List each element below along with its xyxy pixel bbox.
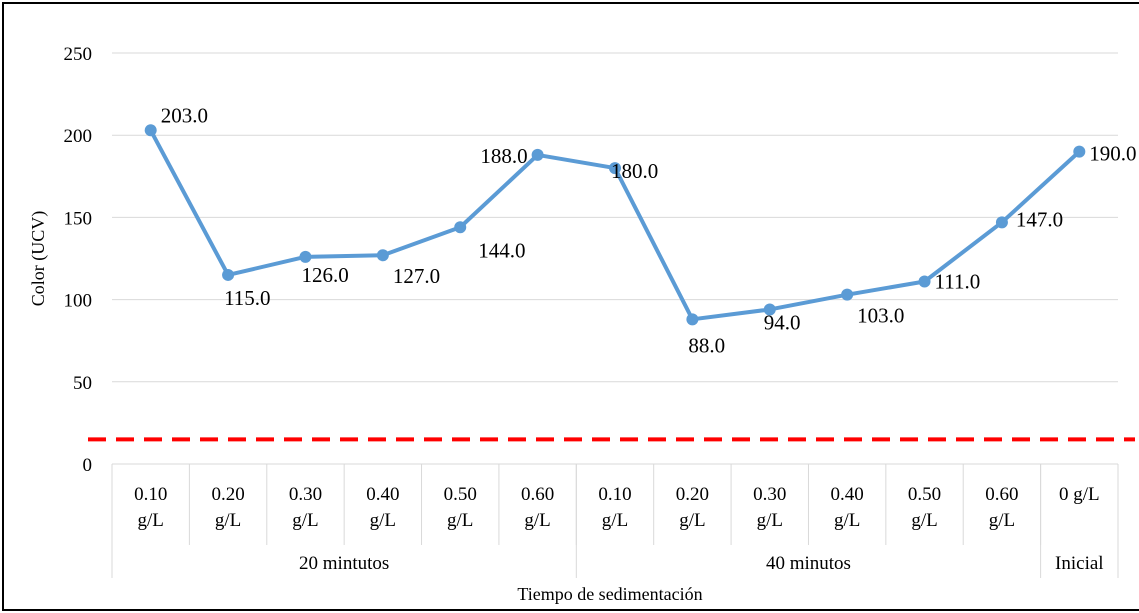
gridlines [112, 52, 1118, 383]
x-category-unit: g/L [989, 510, 1015, 531]
data-label: 88.0 [688, 333, 725, 357]
data-point [686, 313, 699, 326]
data-point [995, 216, 1008, 229]
x-category-unit: g/L [137, 510, 163, 531]
data-point [1073, 145, 1086, 158]
x-category-label: 0 g/L [1059, 484, 1100, 505]
data-label: 115.0 [224, 286, 270, 310]
data-point [299, 250, 312, 263]
x-category-unit: g/L [447, 510, 473, 531]
y-tick-label: 50 [73, 373, 92, 394]
x-category-unit: g/L [602, 510, 628, 531]
y-axis-title: Color (UCV) [28, 211, 49, 307]
data-point [609, 162, 621, 175]
y-tick-labels: 0 50 100 150 200 250 [64, 44, 93, 476]
data-point [144, 124, 157, 137]
x-category-label: 0.40 [366, 484, 399, 505]
x-category-label: 0.10 [134, 484, 167, 505]
x-category-label: 0.50 [908, 484, 941, 505]
x-group-label: 40 minutos [766, 553, 851, 574]
x-category-unit: g/L [911, 510, 937, 531]
x-category-label: 0.60 [985, 484, 1018, 505]
series-group [144, 124, 1086, 326]
data-label: 188.0 [480, 144, 527, 168]
x-category-unit: g/L [834, 510, 860, 531]
data-label: 111.0 [935, 270, 981, 294]
data-point [376, 249, 389, 262]
data-label: 127.0 [393, 264, 440, 288]
x-category-label: 0.30 [289, 484, 322, 505]
data-label: 103.0 [857, 304, 904, 328]
y-tick-label: 250 [64, 44, 93, 65]
x-category-unit: g/L [215, 510, 241, 531]
data-labels: 203.0 115.0 126.0 127.0 144.0 188.0 180.0 88.0 9… [161, 103, 1137, 357]
x-category-label: 0.40 [831, 484, 864, 505]
x-category-unit: g/L [292, 510, 318, 531]
data-point [918, 275, 931, 288]
x-category-label: 0.10 [598, 484, 631, 505]
y-tick-label: 100 [64, 291, 93, 312]
x-category-unit: g/L [370, 510, 396, 531]
data-label: 203.0 [161, 103, 208, 127]
data-label: 126.0 [301, 263, 348, 287]
data-point [222, 268, 235, 281]
data-point [763, 303, 776, 316]
x-group-label: Inicial [1055, 553, 1104, 574]
x-category-unit: g/L [757, 510, 783, 531]
x-category-label: 0.60 [521, 484, 554, 505]
x-category-unit: g/L [524, 510, 550, 531]
y-tick-label: 150 [64, 208, 93, 229]
y-tick-label: 0 [83, 455, 93, 476]
x-category-unit: g/L [679, 510, 705, 531]
x-category-label: 0.20 [676, 484, 709, 505]
x-category-label: 0.50 [444, 484, 477, 505]
data-label: 190.0 [1089, 142, 1136, 166]
x-category-label: 0.30 [753, 484, 786, 505]
data-point [841, 288, 854, 301]
x-group-label: 20 mintutos [299, 553, 389, 574]
y-tick-label: 200 [64, 126, 93, 147]
data-point [454, 221, 467, 234]
x-axis-title: Tiempo de sedimentación [517, 584, 702, 604]
data-label: 94.0 [764, 310, 801, 334]
data-point [531, 148, 544, 161]
data-label: 180.0 [611, 159, 658, 183]
x-axis: 0.10 g/L 0.20 g/L 0.30 g/L 0.40 g/L 0.50 g/L 0.60 g… [111, 463, 1119, 578]
x-category-label: 0.20 [211, 484, 244, 505]
data-label: 144.0 [478, 238, 525, 262]
data-label: 147.0 [1016, 207, 1063, 231]
